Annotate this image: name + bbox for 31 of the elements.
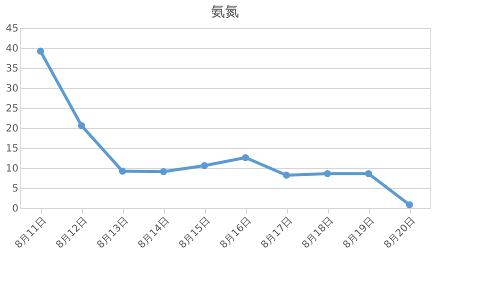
- x-tick-label: 8月20日: [382, 216, 418, 251]
- x-tick-label: 8月15日: [177, 216, 213, 251]
- y-tick-label: 20: [6, 124, 18, 134]
- point: [36, 48, 44, 55]
- chart-title: 氨氮: [211, 4, 239, 20]
- point: [324, 170, 332, 178]
- point: [406, 201, 414, 208]
- point: [200, 162, 208, 170]
- x-tick-label: 8月14日: [136, 216, 172, 251]
- point: [160, 168, 168, 176]
- y-tick-label: 0: [12, 204, 18, 214]
- y-tick-label: 25: [6, 104, 18, 114]
- y-tick-label: 10: [6, 164, 18, 174]
- x-tick-label: 8月13日: [95, 216, 131, 251]
- point: [242, 154, 250, 162]
- x-tick-label: 8月12日: [54, 216, 90, 251]
- y-tick-label: 15: [6, 144, 18, 154]
- point: [282, 172, 290, 179]
- y-tick-label: 30: [6, 84, 18, 94]
- point: [118, 168, 126, 175]
- point: [364, 170, 372, 178]
- y-tick-label: 40: [6, 44, 18, 54]
- y-tick-label: 5: [12, 184, 18, 194]
- x-tick-label: 8月17日: [259, 216, 295, 251]
- y-tick-label: 35: [6, 64, 18, 74]
- point: [78, 122, 86, 130]
- x-tick-label: 8月18日: [300, 216, 336, 251]
- y-tick-label: 45: [6, 24, 18, 34]
- x-tick-label: 8月11日: [13, 216, 49, 251]
- x-tick-label: 8月16日: [218, 216, 254, 251]
- x-tick-label: 8月19日: [341, 216, 377, 251]
